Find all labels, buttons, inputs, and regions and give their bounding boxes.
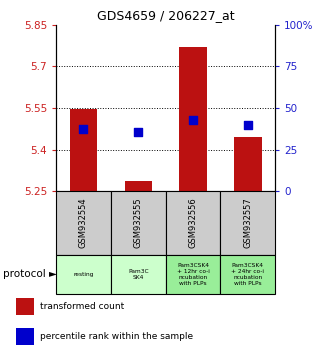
Bar — [220, 255, 275, 294]
Text: GSM932555: GSM932555 — [134, 198, 143, 249]
Bar — [124, 182, 152, 191]
Point — [136, 129, 141, 135]
Text: GSM932557: GSM932557 — [243, 198, 252, 249]
Text: transformed count: transformed count — [40, 302, 124, 312]
Bar — [56, 255, 111, 294]
Bar — [166, 255, 220, 294]
Bar — [166, 191, 220, 255]
Text: resting: resting — [73, 272, 93, 277]
Text: Pam3CSK4
+ 12hr co-i
ncubation
with PLPs: Pam3CSK4 + 12hr co-i ncubation with PLPs — [177, 263, 209, 286]
Point — [245, 122, 250, 127]
Text: GSM932554: GSM932554 — [79, 198, 88, 249]
Text: Pam3CSK4
+ 24hr co-i
ncubation
with PLPs: Pam3CSK4 + 24hr co-i ncubation with PLPs — [231, 263, 264, 286]
Point — [81, 126, 86, 132]
Bar — [16, 298, 34, 315]
Bar — [56, 191, 111, 255]
Bar — [16, 328, 34, 345]
Bar — [70, 109, 97, 191]
Text: Pam3C
SK4: Pam3C SK4 — [128, 269, 148, 280]
Title: GDS4659 / 206227_at: GDS4659 / 206227_at — [97, 9, 235, 22]
Bar — [111, 255, 166, 294]
Text: percentile rank within the sample: percentile rank within the sample — [40, 332, 193, 341]
Point — [190, 118, 196, 123]
Text: GSM932556: GSM932556 — [188, 198, 197, 249]
Bar — [179, 47, 207, 191]
Bar — [220, 191, 275, 255]
Text: protocol ►: protocol ► — [3, 269, 57, 279]
Bar — [234, 137, 261, 191]
Bar — [111, 191, 166, 255]
